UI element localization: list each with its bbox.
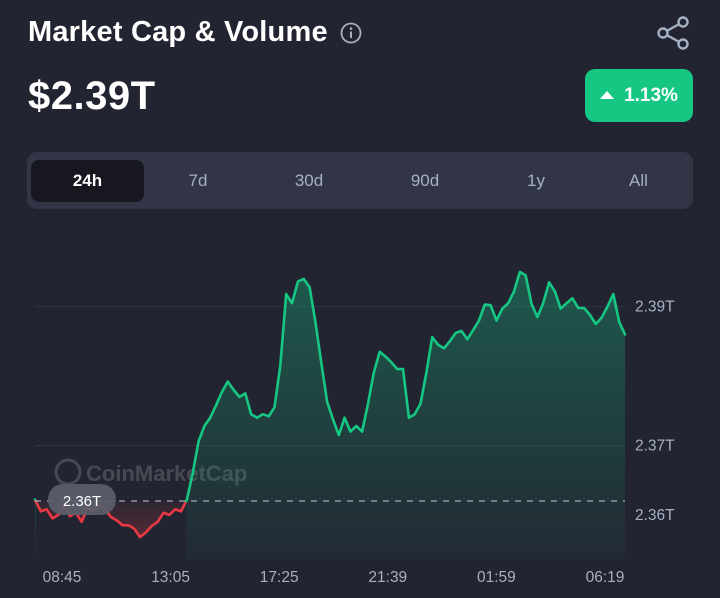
reference-label: 2.36T xyxy=(63,493,101,510)
reference-label-bg xyxy=(48,483,116,515)
tab-30d[interactable]: 30d xyxy=(294,170,324,190)
y-axis-tick-label: 2.37T xyxy=(635,437,675,454)
y-axis-tick-label: 2.39T xyxy=(635,299,675,316)
title-row: Market Cap & Volume xyxy=(28,16,362,49)
x-axis-tick-label: 06:19 xyxy=(586,569,625,586)
page-title: Market Cap & Volume xyxy=(28,16,328,48)
area-fill-up xyxy=(186,271,625,560)
caret-up-icon xyxy=(600,90,615,99)
price-line-up xyxy=(184,270,627,503)
tab-90d[interactable]: 90d xyxy=(410,170,440,190)
x-axis-tick-label: 13:05 xyxy=(151,569,190,586)
x-axis-tick-label: 08:45 xyxy=(43,569,82,586)
info-circle-icon[interactable] xyxy=(340,22,362,44)
y-axis-tick-label: 2.36T xyxy=(635,507,675,524)
change-badge[interactable]: 1.13% xyxy=(585,69,693,122)
x-axis-tick-label: 17:25 xyxy=(260,569,299,586)
change-percent: 1.13% xyxy=(624,84,678,106)
tab-7d[interactable]: 7d xyxy=(188,170,208,190)
tab-24h[interactable]: 24h xyxy=(31,159,144,202)
tab-1y[interactable]: 1y xyxy=(527,170,545,190)
x-axis-tick-label: 21:39 xyxy=(368,569,407,586)
market-cap-value: $2.39T xyxy=(28,74,156,118)
share-icon[interactable] xyxy=(656,14,690,52)
tab-all[interactable]: All xyxy=(629,170,648,190)
area-fill-up xyxy=(35,499,36,560)
x-axis-tick-label: 01:59 xyxy=(477,569,516,586)
timeframe-tabs: 24h 7d 30d 90d 1y All xyxy=(27,152,693,209)
